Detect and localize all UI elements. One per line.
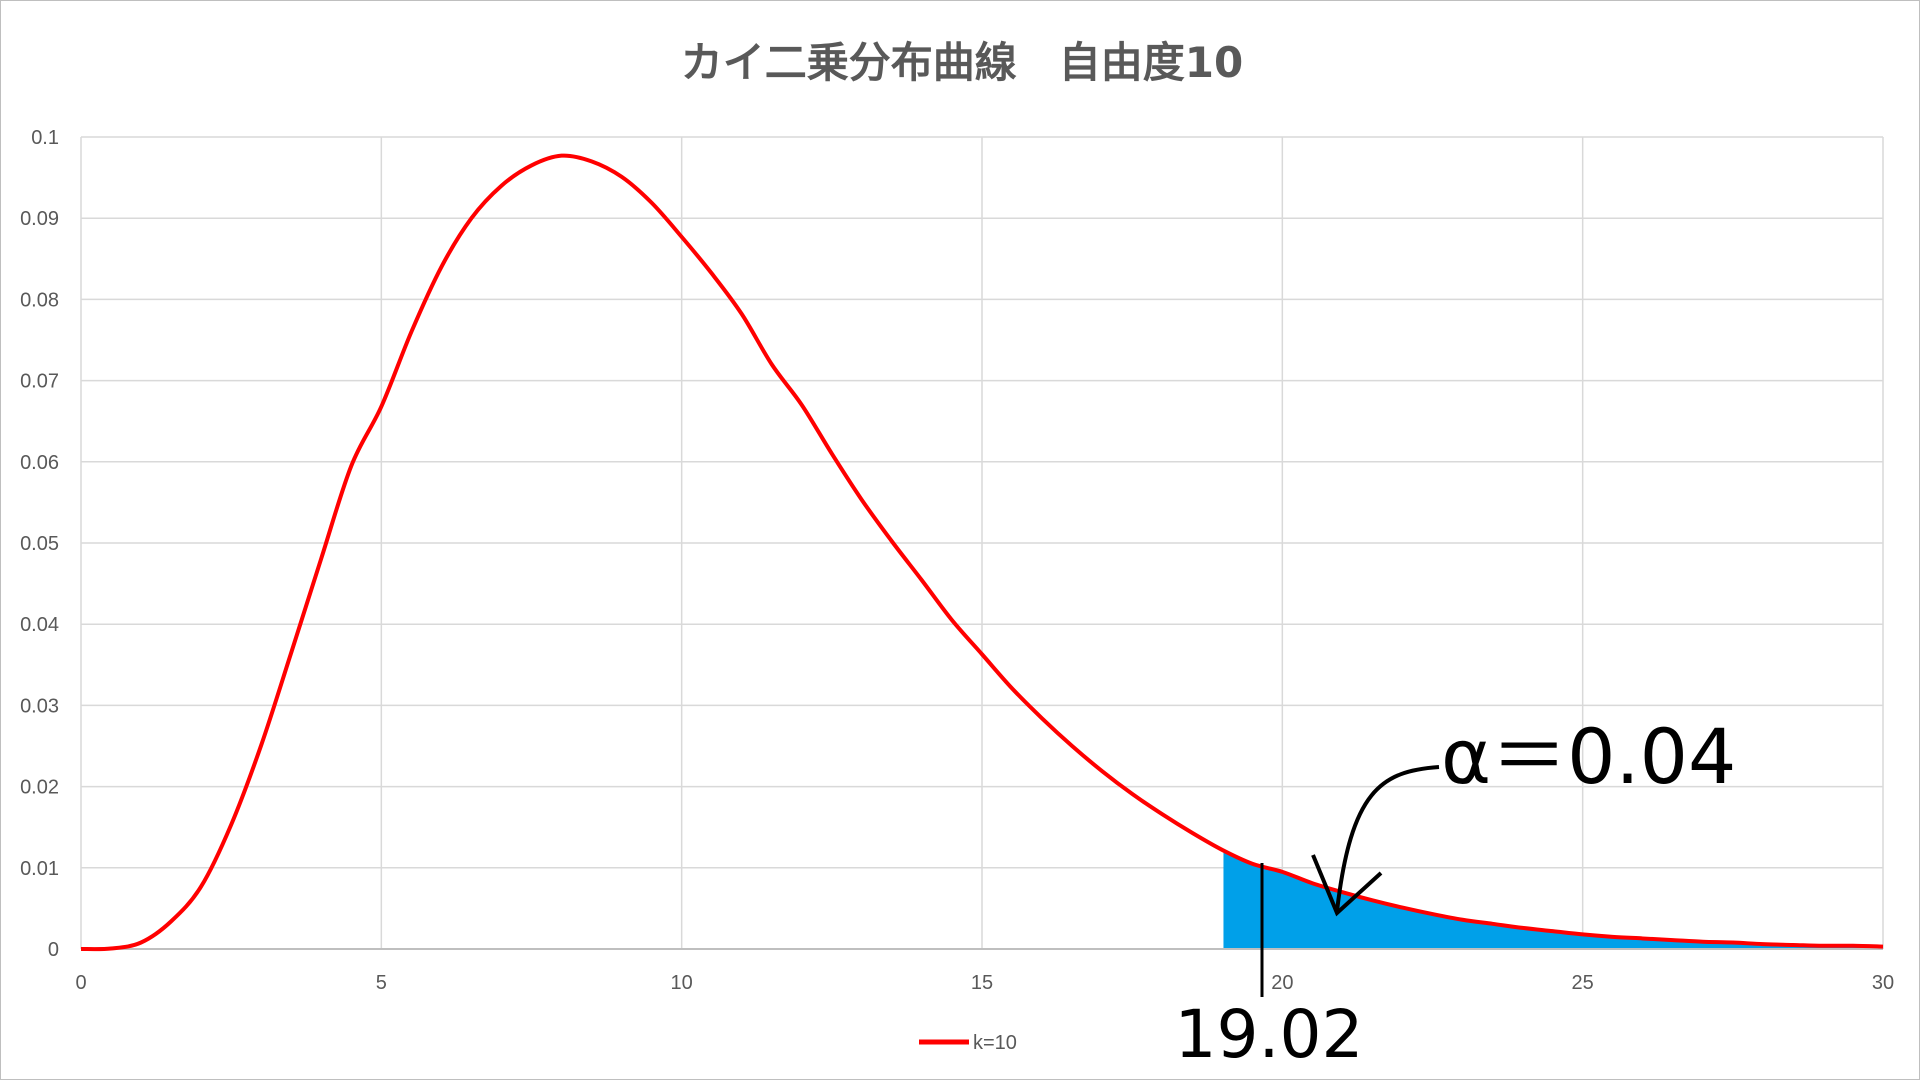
x-tick-label: 5 xyxy=(376,972,387,994)
x-tick-label: 0 xyxy=(75,972,86,994)
series-lines xyxy=(80,153,1884,952)
legend-label: k=10 xyxy=(973,1032,1017,1054)
y-tick-label: 0.07 xyxy=(20,371,59,393)
x-tick-label: 25 xyxy=(1572,972,1594,994)
tick-labels: 0 0.01 0.02 0.03 0.04 0.05 0.06 0.07 0.08 0.09 0.1… xyxy=(20,127,1894,994)
shaded-tail-region xyxy=(1223,850,1883,949)
y-tick-label: 0.03 xyxy=(20,695,59,717)
x-tick-label: 20 xyxy=(1271,972,1293,994)
x-tick-label: 30 xyxy=(1872,972,1894,994)
chart-title: カイ二乗分布曲線 自由度10 xyxy=(681,38,1243,87)
critical-value-label: 19.02 xyxy=(1175,996,1364,1073)
y-tick-label: 0 xyxy=(48,939,59,961)
x-tick-label: 10 xyxy=(671,972,693,994)
y-tick-label: 0.05 xyxy=(20,533,59,555)
y-tick-label: 0.01 xyxy=(20,858,59,880)
alpha-arrow-icon xyxy=(1335,765,1440,912)
y-tick-label: 0.08 xyxy=(20,289,59,311)
grid-lines xyxy=(80,136,1884,949)
arrowhead-icon xyxy=(1311,854,1383,917)
y-tick-label: 0.04 xyxy=(20,614,59,636)
annotations: α＝0.04 19.02 xyxy=(1175,712,1737,1073)
alpha-annotation: α＝0.04 xyxy=(1441,712,1736,801)
y-tick-label: 0.1 xyxy=(31,127,59,149)
y-tick-label: 0.06 xyxy=(20,452,59,474)
legend: k=10 xyxy=(919,1032,1017,1054)
y-tick-label: 0.02 xyxy=(20,777,59,799)
shaded-area xyxy=(1223,850,1883,949)
series-line-k10 xyxy=(80,153,1884,952)
x-tick-label: 15 xyxy=(971,972,993,994)
y-tick-label: 0.09 xyxy=(20,208,59,230)
